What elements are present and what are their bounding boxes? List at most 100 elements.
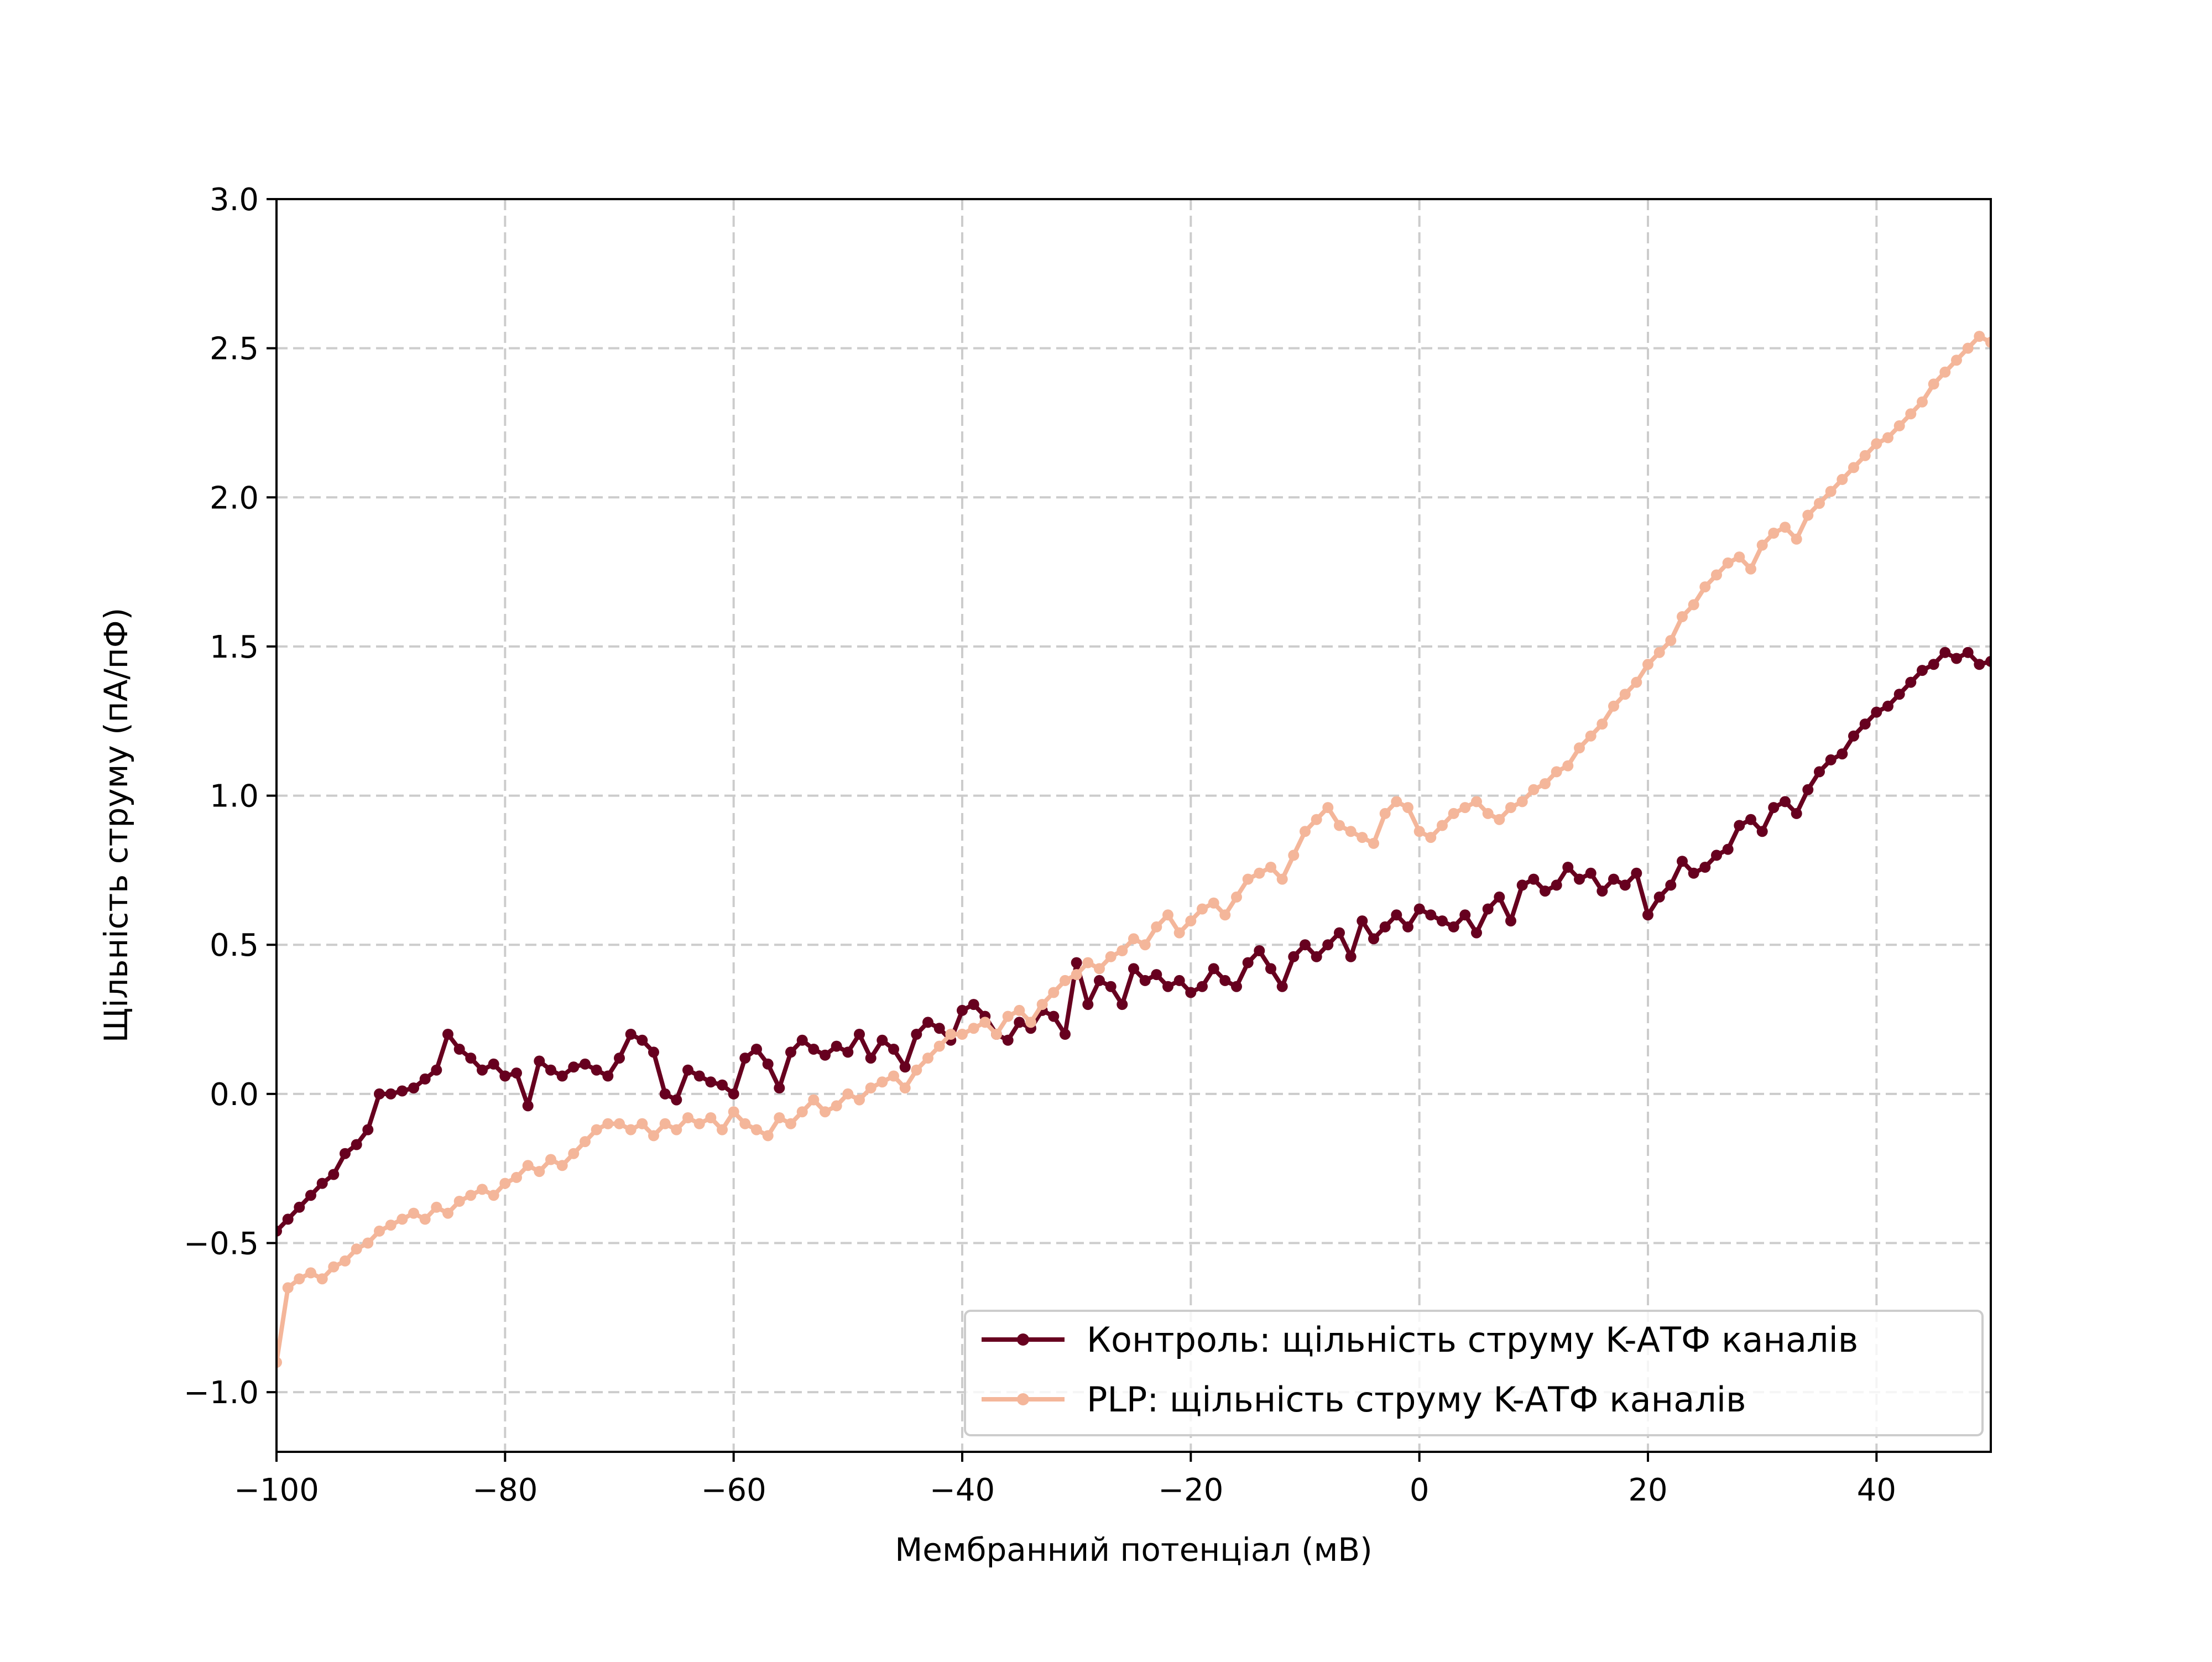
data-point	[1288, 850, 1300, 861]
data-point	[1425, 909, 1437, 921]
data-point	[1254, 867, 1265, 879]
data-point	[431, 1201, 442, 1213]
data-point	[1448, 921, 1459, 932]
data-point	[591, 1124, 602, 1135]
data-point	[568, 1148, 580, 1159]
data-point	[1871, 438, 1882, 450]
data-point	[1768, 802, 1780, 814]
data-point	[1848, 730, 1859, 742]
data-point	[1619, 879, 1631, 891]
data-point	[328, 1261, 340, 1273]
data-point	[945, 1029, 957, 1040]
data-point	[671, 1124, 682, 1135]
data-point	[1516, 879, 1528, 891]
data-point	[979, 1017, 991, 1028]
data-point	[933, 1040, 945, 1052]
data-point	[1848, 462, 1859, 473]
data-point	[785, 1046, 796, 1058]
data-point	[1300, 826, 1311, 837]
data-point	[580, 1058, 591, 1070]
data-point	[1608, 873, 1619, 885]
data-point	[1711, 569, 1722, 581]
data-point	[1002, 1010, 1014, 1022]
data-point	[1139, 975, 1151, 986]
data-point	[1197, 903, 1208, 915]
data-point	[1471, 796, 1482, 807]
data-point	[1265, 963, 1276, 975]
data-point	[1254, 945, 1265, 956]
data-point	[1437, 915, 1448, 927]
data-point	[1791, 807, 1802, 819]
data-point	[1562, 760, 1574, 772]
data-point	[717, 1079, 728, 1091]
data-point	[568, 1061, 580, 1073]
data-point	[1379, 807, 1391, 819]
data-point	[1756, 539, 1768, 551]
data-point	[1219, 975, 1231, 986]
data-point	[419, 1073, 431, 1085]
data-point	[842, 1088, 854, 1100]
data-point	[1334, 820, 1345, 831]
data-point	[1642, 909, 1653, 921]
legend-label-plp: PLP: щільність струму K-АТФ каналів	[1087, 1379, 1746, 1420]
data-point	[968, 999, 979, 1010]
data-point	[408, 1082, 419, 1094]
data-point	[625, 1029, 637, 1040]
data-point	[1448, 807, 1459, 819]
data-point	[1665, 879, 1677, 891]
data-point	[808, 1044, 820, 1055]
x-tick-label: 20	[1628, 1472, 1667, 1508]
data-point	[294, 1273, 305, 1285]
data-point	[1768, 528, 1780, 539]
data-point	[1711, 850, 1722, 861]
data-point	[1939, 647, 1951, 658]
data-point	[1242, 873, 1254, 885]
data-point	[1311, 814, 1322, 825]
data-point	[545, 1154, 556, 1165]
data-point	[899, 1082, 911, 1094]
y-tick-label: 1.0	[210, 779, 259, 815]
data-point	[1962, 342, 1974, 354]
data-point	[1917, 665, 1928, 676]
data-point	[1631, 676, 1642, 688]
x-tick-label: 40	[1857, 1472, 1896, 1508]
x-tick-label: 0	[1410, 1472, 1430, 1508]
data-point	[1071, 957, 1082, 968]
data-point	[305, 1267, 316, 1279]
data-point	[796, 1034, 808, 1046]
data-point	[1825, 486, 1837, 497]
data-point	[1071, 969, 1082, 981]
data-point	[1722, 557, 1734, 569]
data-point	[1036, 999, 1048, 1010]
data-point	[1791, 533, 1802, 545]
data-point	[1505, 802, 1516, 814]
data-point	[453, 1044, 465, 1055]
data-point	[1128, 963, 1139, 975]
data-point	[580, 1136, 591, 1148]
data-point	[1173, 975, 1185, 986]
data-point	[1665, 635, 1677, 647]
y-axis-ticks: −1.0 −0.5 0.0 0.5 1.0 1.5 2.0 2.5 3.0	[184, 182, 276, 1411]
data-point	[1231, 891, 1242, 903]
data-point	[1677, 856, 1688, 867]
data-point	[1345, 951, 1357, 962]
data-point	[1151, 969, 1162, 981]
data-point	[1540, 778, 1551, 789]
data-point	[1619, 689, 1631, 700]
data-point	[1300, 939, 1311, 951]
data-point	[465, 1053, 477, 1064]
data-point	[374, 1225, 385, 1237]
data-point	[1722, 843, 1734, 855]
data-point	[477, 1184, 488, 1195]
data-point	[351, 1243, 362, 1255]
data-point	[453, 1196, 465, 1207]
data-point	[1756, 826, 1768, 837]
data-point	[276, 1357, 282, 1368]
data-point	[1014, 1017, 1025, 1028]
data-point	[1231, 981, 1242, 992]
data-point	[1642, 659, 1653, 670]
data-point	[1677, 611, 1688, 622]
data-point	[1014, 1004, 1025, 1016]
data-point	[671, 1094, 682, 1106]
